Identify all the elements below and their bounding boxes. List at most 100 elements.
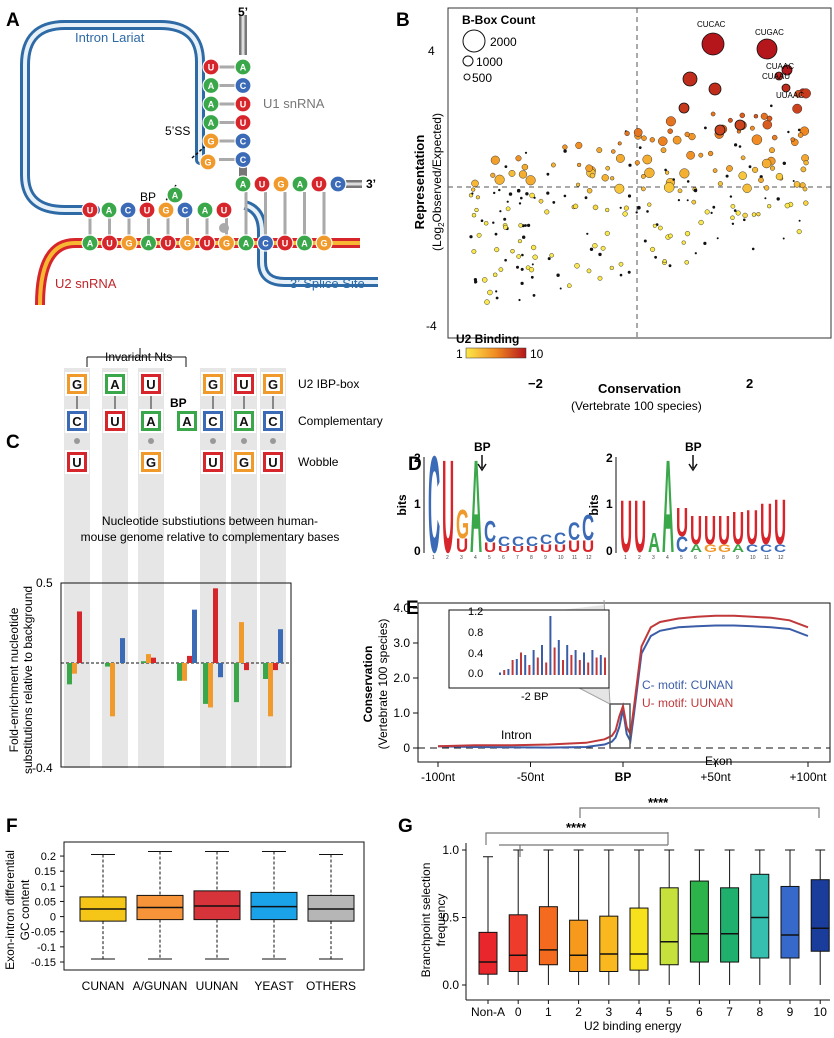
scatter-point	[589, 172, 596, 179]
sig-2: ****	[648, 795, 669, 810]
logo2-pos-10: 11	[764, 555, 769, 561]
chart-title-line2: mouse genome relative to complementary b…	[81, 530, 340, 544]
scatter-point	[767, 204, 772, 209]
intron-nt-4	[157, 201, 175, 219]
g-box-5	[629, 907, 649, 971]
scatter-point	[642, 154, 653, 165]
d2-y-tick-1: 1	[606, 497, 613, 511]
scatter-point	[544, 209, 550, 215]
logo2-pos-8: 9	[736, 555, 739, 561]
f-ytick-6: -0.1	[37, 942, 56, 954]
logo2-pos-1: 2	[638, 555, 641, 561]
d1-y-tick-0: 0	[414, 544, 421, 558]
logo1-letter-9: C	[554, 529, 566, 548]
scatter-point	[672, 178, 675, 181]
f-xlabel-2: UUNAN	[196, 979, 239, 993]
five-prime-label: 5’	[238, 5, 248, 19]
intron-nt-2-letter: C	[125, 206, 132, 216]
scatter-point	[660, 147, 667, 153]
logo1-letter-9: U	[554, 543, 566, 556]
e-y-sublabel: (Vertebrate 100 species)	[376, 619, 390, 750]
logo2-letter-7: U	[718, 507, 730, 553]
panel-b-scatter: 4 -4 −2 2 Conservation (Vertebrate 100 s…	[412, 7, 832, 413]
scatter-point	[743, 218, 746, 222]
logo2-letter-1: U	[634, 486, 646, 569]
scatter-point	[686, 180, 690, 183]
scatter-point	[559, 287, 562, 290]
g-xlabel-9: 8	[756, 1005, 763, 1019]
c-bar-U-3	[187, 655, 192, 663]
u2-nt-10-letter: U	[282, 239, 289, 249]
scatter-point	[738, 145, 742, 148]
intron-nt-6	[196, 201, 214, 219]
inset-tick-04: 0.4	[468, 648, 483, 660]
scatter-point	[567, 283, 572, 289]
f-xlabel-1: A/GUNAN	[133, 979, 188, 993]
scatter-point	[649, 137, 655, 143]
c-bar-G-5	[239, 622, 244, 663]
scatter-point	[494, 174, 505, 185]
intron-nt-2	[119, 201, 137, 219]
scatter-point	[742, 183, 752, 193]
logo2-pos-9: 10	[750, 555, 756, 561]
scatter-point	[735, 210, 741, 216]
scatter-point	[761, 158, 772, 169]
scatter-point	[471, 212, 477, 218]
scatter-point	[668, 264, 672, 268]
u1-3p-nt-4-letter: U	[316, 180, 323, 190]
scatter-point	[792, 103, 803, 114]
x-axis-label: Conservation	[598, 381, 681, 396]
logo1-pos-8: 9	[544, 555, 547, 561]
x-tick-neg2: −2	[528, 376, 543, 391]
panel-g-boxplot: 1.0 0.5 0.0 Non-A 0 1 2 3 4 5 6 7 8 9 10 **** **** U2…	[419, 795, 830, 1033]
scatter-point-large	[774, 71, 784, 81]
c-bar-G-3	[182, 663, 187, 681]
c-bar-C-3	[192, 609, 197, 663]
comp-box-4-letter: C	[208, 414, 218, 429]
f-ytick-2: 0.1	[41, 881, 56, 893]
scatter-point	[601, 174, 609, 182]
colorbar-title: U2 Binding	[456, 332, 519, 346]
ibp-box-1-letter: A	[110, 377, 120, 392]
logo2-letter-0: U	[620, 486, 632, 569]
scatter-point	[471, 187, 476, 192]
ibp-box-4-letter: G	[208, 377, 218, 392]
e-ytick-0: 4.0	[393, 601, 410, 615]
u1-right-nt-3-letter: U	[240, 118, 247, 128]
u1-right-nt-4	[234, 132, 252, 150]
g-xlabel-11: 10	[814, 1005, 828, 1019]
five-ss-nt	[199, 153, 217, 171]
scatter-point	[619, 206, 622, 209]
logo1-pos-7: 8	[530, 555, 533, 561]
c-y-label-2: substitutions relative to background	[21, 586, 35, 774]
row-label-wobble: Wobble	[298, 455, 339, 469]
logo1-pos-0: 1	[432, 555, 435, 561]
f-box-2	[193, 890, 241, 921]
u1-3p-nt-3-letter: A	[297, 180, 304, 190]
logo1-letter-0: C	[428, 427, 440, 581]
scatter-point	[499, 210, 502, 213]
scatter-point	[796, 229, 802, 235]
scatter-point	[672, 135, 682, 145]
u1-3p-nt-3	[291, 175, 309, 193]
logo1-pos-11: 12	[586, 555, 592, 561]
g-ytick-2: 0.0	[442, 978, 459, 992]
scatter-point	[533, 196, 536, 199]
scatter-point	[787, 130, 790, 134]
scatter-point	[635, 211, 638, 214]
scatter-point	[766, 115, 773, 122]
logo1-letter-11: C	[582, 508, 594, 548]
logo1-letter-3: A	[470, 433, 482, 580]
panel-label-e: E	[406, 598, 419, 619]
scatter-point	[624, 130, 630, 137]
u2-nt-3-letter: A	[145, 239, 152, 249]
scatter-point	[654, 255, 657, 259]
scatter-point	[633, 128, 643, 137]
c-bar-U-0	[77, 611, 82, 663]
scatter-point	[730, 215, 735, 220]
scatter-point	[532, 294, 536, 297]
scatter-point	[480, 219, 484, 222]
g-xlabel-10: 9	[787, 1005, 794, 1019]
scatter-point	[518, 170, 528, 179]
scatter-point	[775, 173, 784, 181]
